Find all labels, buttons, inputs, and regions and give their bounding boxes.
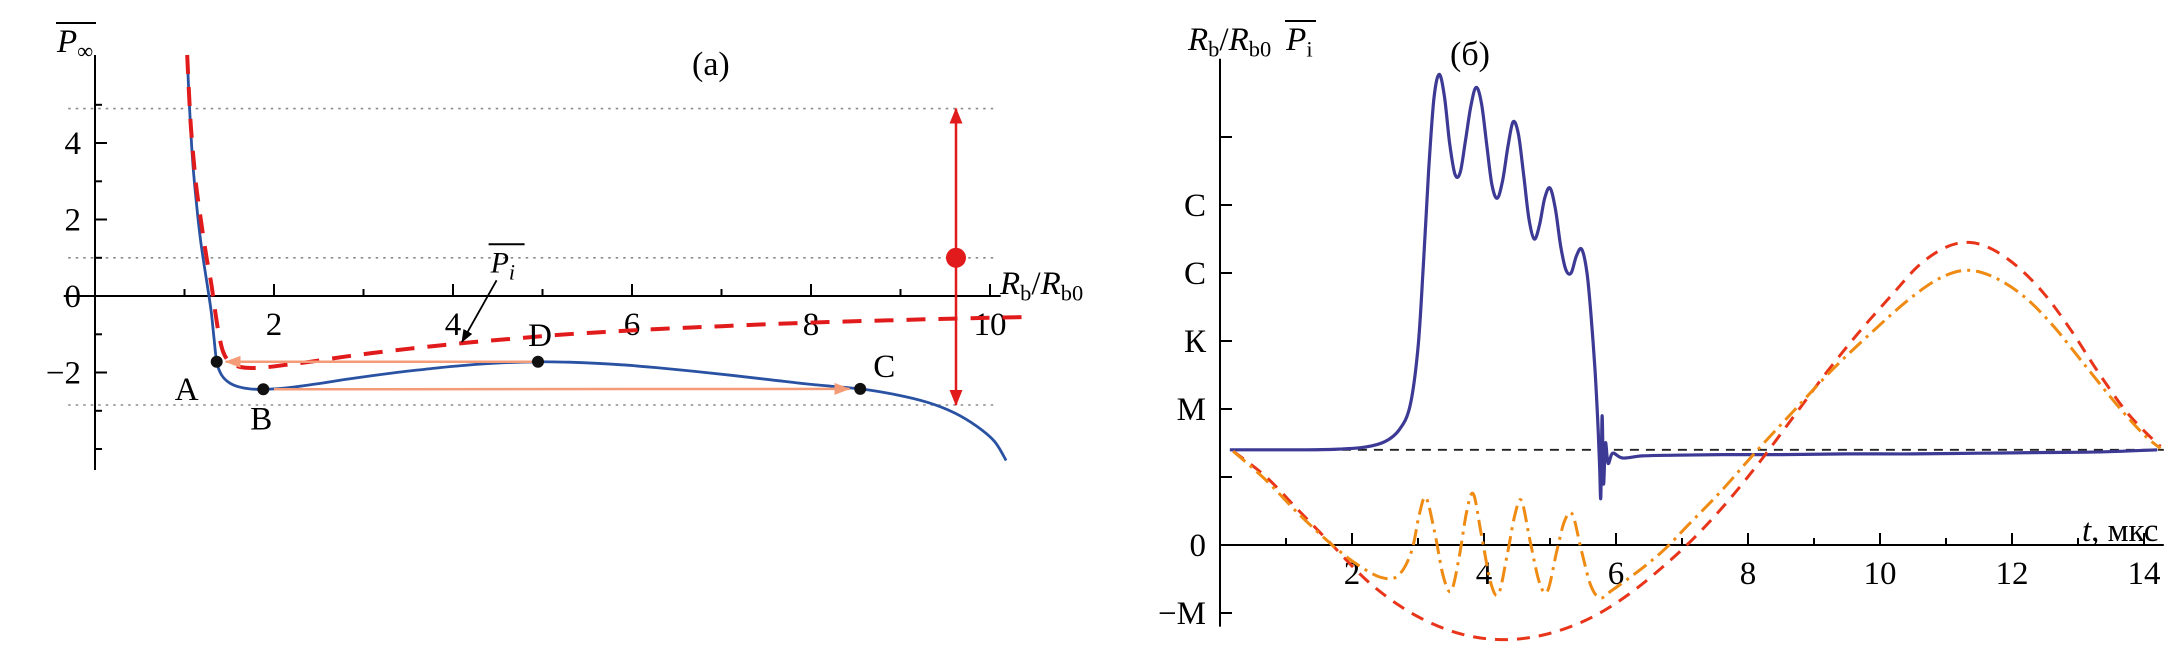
series-curve-driving-pressure-curve-dashed-red xyxy=(1232,240,2162,642)
x-tick-label: 8 xyxy=(1740,556,1757,592)
panel-a-xlabel-s2: b0 xyxy=(1060,280,1084,306)
point-label-A: A xyxy=(175,372,199,408)
series-curve-pressure-response-curve-dashdot-orange xyxy=(1232,268,2162,600)
panel-b-ylabel-p: P xyxy=(1286,22,1307,58)
panel-b-xlabel: t, мкс xyxy=(2082,513,2158,549)
panel-a-xlabel-r2: R xyxy=(1040,266,1061,302)
marked-point-C xyxy=(854,382,867,395)
panel-a-ylabel-base: P xyxy=(57,24,78,60)
y-tick-label: С xyxy=(1184,256,1206,292)
y-tick-label: 2 xyxy=(65,203,82,239)
panel-a-ylabel-sub: ∞ xyxy=(77,38,94,64)
marked-point-D xyxy=(532,355,544,368)
x-tick-label: 12 xyxy=(1996,556,2029,592)
y-tick-label: 4 xyxy=(65,126,82,162)
panel-b-tag: (б) xyxy=(1450,36,1490,73)
panel-a-ylabel: P∞ xyxy=(56,22,97,64)
point-label-D: D xyxy=(528,318,552,354)
panel-a-chart: 2 4 6 8 10 −2 0 2 4 A B C D Pi xyxy=(46,54,1031,470)
x-tick-label: 4 xyxy=(445,307,462,343)
point-label-C: C xyxy=(873,349,895,385)
annotation-arrow xyxy=(461,279,498,343)
panel-b-xlabel-units: , мкс xyxy=(2091,513,2159,549)
y-tick-label: −М xyxy=(1158,596,1206,632)
y-tick-label: 0 xyxy=(65,279,82,315)
marked-point-B xyxy=(257,383,270,396)
y-tick-label: С xyxy=(1184,188,1206,224)
x-tick-label: 8 xyxy=(803,307,820,343)
panel-b-ylabel-r1: R xyxy=(1188,22,1209,58)
panel-b-xlabel-t: t xyxy=(2082,513,2092,549)
series-curve-bubble-radius-curve-solid-navy xyxy=(1229,72,2158,501)
y-tick-label: К xyxy=(1184,324,1207,360)
y-tick-label: −2 xyxy=(46,356,81,392)
panel-a-xlabel-s1: b xyxy=(1020,280,1032,306)
panel-b-ylabel-s1: b xyxy=(1208,36,1220,62)
pressure-range-dot xyxy=(946,247,966,268)
x-tick-label: 10 xyxy=(1864,556,1897,592)
panel-b-ylabel-r2: R xyxy=(1228,22,1249,58)
x-tick-label: 14 xyxy=(2128,556,2161,592)
panel-b-ylabel: Rb/Rb0 Pi xyxy=(1188,20,1316,62)
panel-a-xlabel-r1: R xyxy=(1000,266,1021,302)
panel-a-xlabel: Rb/Rb0 xyxy=(1000,266,1084,306)
x-tick-label: 10 xyxy=(974,307,1007,343)
series-curve-gas-pressure-curve-dashed-red xyxy=(185,54,1031,370)
panel-a-xlabel-slash: / xyxy=(1031,266,1041,302)
plot-a: 2 4 6 8 10 −2 0 2 4 A B C D Pi xyxy=(46,54,1031,470)
annotation-Pi-label: Pi xyxy=(490,246,515,284)
series-curve-liquid-pressure-curve-solid-blue xyxy=(185,54,1008,462)
point-label-B: B xyxy=(250,401,272,437)
panel-b-ylabel-s2: b0 xyxy=(1248,36,1272,62)
p-infinity-symbol: P∞ xyxy=(56,22,97,64)
marked-point-A xyxy=(210,355,223,368)
x-tick-label: 6 xyxy=(624,307,641,343)
y-tick-label: М xyxy=(1177,392,1206,428)
panel-b-ylabel-ps: i xyxy=(1306,36,1313,62)
panel-a-tag: (a) xyxy=(692,46,730,83)
y-tick-label: 0 xyxy=(1190,528,1207,564)
x-tick-label: 2 xyxy=(266,307,283,343)
panel-b-ylabel-slash: / xyxy=(1219,22,1229,58)
p-i-symbol: Pi xyxy=(1285,20,1316,62)
